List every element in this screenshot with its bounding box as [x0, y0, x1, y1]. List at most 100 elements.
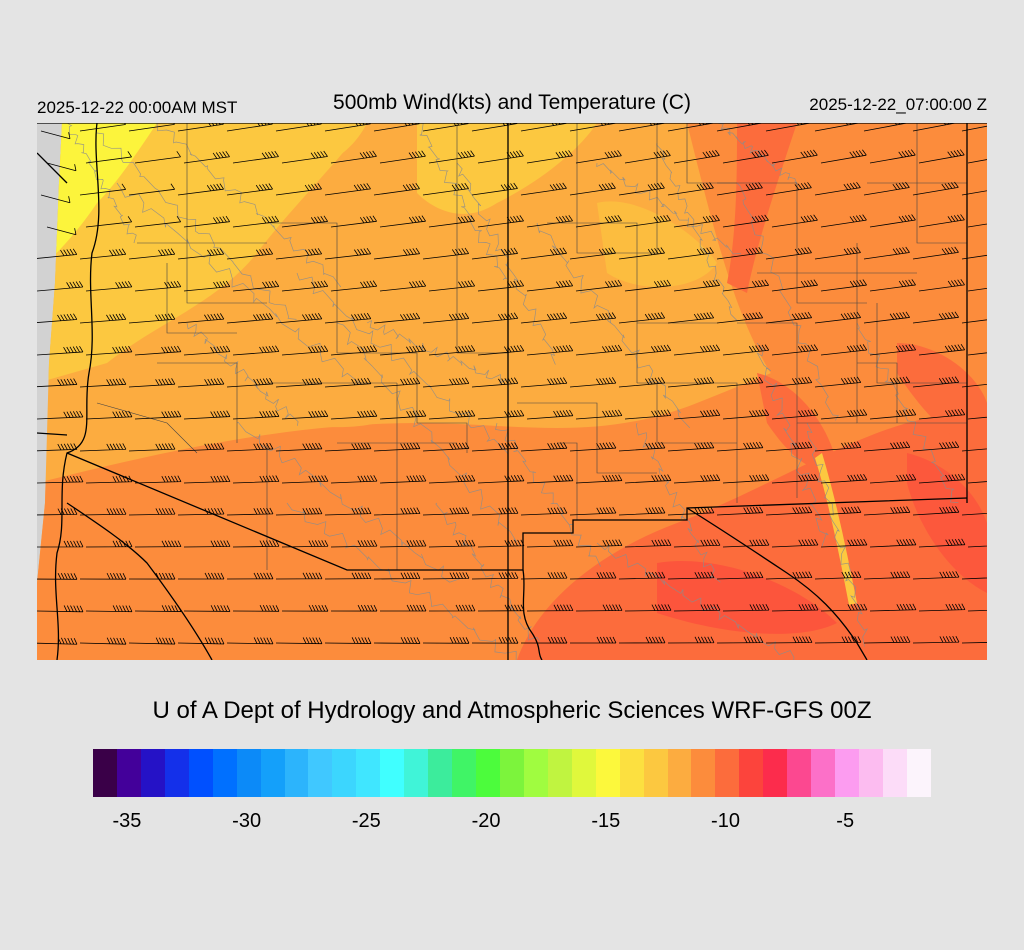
wind-barb: [281, 345, 329, 356]
wind-barb: [422, 247, 470, 260]
wind-barb: [226, 313, 274, 324]
wind-barb: [232, 605, 280, 612]
wind-barb: [722, 214, 769, 228]
wind-barb: [624, 149, 671, 164]
colorbar-swatch: [284, 749, 309, 797]
wind-barb: [275, 572, 323, 580]
sonora-chihuahua-line: [522, 569, 543, 660]
wind-barb: [918, 408, 966, 420]
wind-barb: [128, 572, 176, 580]
wind-barb: [624, 474, 672, 484]
wind-barb: [618, 571, 666, 580]
wind-barb: [37, 281, 84, 292]
wind-barb: [40, 130, 71, 140]
wind-barb: [765, 246, 812, 260]
wind-barb: [183, 150, 230, 164]
wind-barb: [281, 540, 329, 548]
colorbar-swatch: [380, 749, 405, 797]
wind-barb: [722, 344, 770, 356]
wind-barb: [85, 216, 133, 228]
wind-barb: [281, 215, 328, 228]
colorbar-swatch: [643, 749, 668, 797]
wind-barb: [128, 123, 175, 132]
wind-barb: [183, 215, 231, 228]
wind-barb: [667, 636, 715, 644]
wind-barb: [37, 345, 84, 356]
wind-barb: [814, 123, 861, 132]
wind-barb: [820, 409, 868, 420]
wind-barb: [37, 443, 78, 452]
wind-barb: [722, 149, 769, 164]
wind-barb: [912, 376, 960, 388]
wind-barb: [477, 344, 525, 356]
wind-barb: [177, 378, 225, 388]
wind-barb: [569, 377, 617, 388]
wind-barb: [422, 312, 470, 324]
wind-barb: [177, 442, 225, 452]
wind-barb: [912, 441, 960, 452]
wind-barb: [428, 604, 476, 612]
wind-barb: [330, 215, 377, 228]
wind-barb: [716, 376, 764, 388]
wind-barb: [324, 312, 372, 324]
wind-barb: [79, 443, 127, 452]
wind-barb: [869, 603, 917, 612]
wind-barb: [79, 508, 127, 516]
wind-barb: [722, 409, 770, 420]
wind-barb: [814, 506, 862, 516]
wind-barb: [428, 345, 476, 356]
wind-barb: [232, 475, 280, 484]
wind-barb: [373, 247, 421, 260]
wind-barb: [275, 123, 322, 132]
wind-barb: [128, 183, 175, 196]
wind-barb: [618, 182, 665, 196]
colorbar-swatch: [739, 749, 764, 797]
wind-barb: [526, 409, 574, 420]
wind-barb: [379, 410, 427, 420]
wind-barb: [471, 377, 519, 388]
wind-barb: [569, 442, 617, 452]
wind-barb: [177, 248, 225, 260]
colorbar-swatch: [356, 749, 381, 797]
colorbar-swatch: [404, 749, 429, 797]
wind-barb: [330, 604, 378, 612]
wind-barb: [912, 635, 960, 644]
wind-barb: [820, 603, 868, 612]
wind-barb: [961, 570, 987, 580]
wind-barb: [624, 344, 672, 356]
wind-barb: [275, 637, 323, 645]
wind-barb: [716, 123, 763, 132]
colorbar-swatch: [882, 749, 907, 797]
wind-barb: [232, 410, 280, 420]
wind-barb: [765, 376, 813, 388]
temperature-wind-map: [37, 123, 987, 660]
wind-barb: [667, 571, 715, 580]
wind-barb: [183, 280, 231, 292]
wind-barb: [716, 506, 764, 516]
wind-barb: [526, 215, 573, 228]
colorbar-swatch: [499, 749, 524, 797]
colorbar-swatch: [164, 749, 189, 797]
colorbar-swatch: [428, 749, 453, 797]
colorbar-swatch: [452, 749, 476, 797]
wind-barb: [526, 344, 574, 356]
wind-barb: [373, 442, 421, 452]
terrain-contours: [66, 123, 959, 660]
wind-barb: [37, 313, 78, 324]
wind-barb: [37, 508, 78, 516]
wind-barb: [134, 345, 182, 356]
colorbar-swatch: [93, 749, 117, 797]
wind-barb: [575, 474, 623, 484]
wind-barb: [324, 247, 372, 260]
wind-barb: [673, 344, 721, 356]
wind-barb: [673, 409, 721, 420]
colorbar-swatch: [763, 749, 788, 797]
wind-barb: [814, 311, 862, 324]
wind-barb: [820, 538, 868, 548]
wind-barb: [912, 246, 959, 260]
wind-barb: [422, 442, 470, 452]
wind-barb: [869, 149, 916, 164]
wind-barb: [471, 572, 519, 580]
wind-barb: [520, 636, 568, 644]
wind-barb: [275, 442, 323, 452]
